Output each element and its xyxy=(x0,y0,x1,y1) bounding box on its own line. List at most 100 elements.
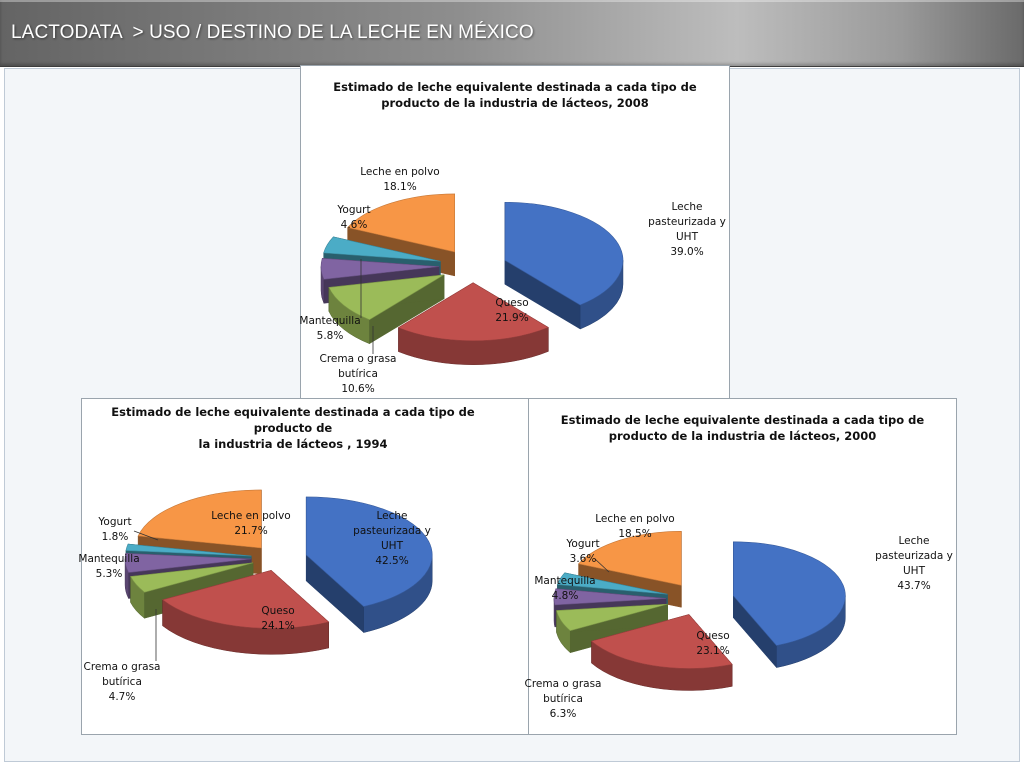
pie-label-layer: Leche pasteurizada y UHT 42.5% Queso 24.1% Cre… xyxy=(78,510,430,703)
pie-top-layer xyxy=(320,193,624,342)
data-label-mantequilla: Mantequilla 5.8% xyxy=(299,315,360,342)
pie-chart-2008: Estimado de leche equivalente destinada … xyxy=(299,65,730,402)
slice-value-label: 5.3% xyxy=(96,568,123,580)
pie-chart-2000: Estimado de leche equivalente destinada … xyxy=(525,398,957,735)
slice-value-label: 10.6% xyxy=(341,383,374,395)
slice-value-label: 4.8% xyxy=(552,590,579,602)
data-label-queso: Queso 24.1% xyxy=(261,605,294,632)
slice-category-label: Crema o grasa xyxy=(84,661,161,673)
slice-value-label: 21.9% xyxy=(495,312,528,324)
pie-slice-crema xyxy=(130,562,254,593)
slice-value-label: 39.0% xyxy=(670,246,703,258)
pie-top-layer xyxy=(553,530,846,669)
pie-slice-yogurt xyxy=(556,572,668,595)
pie-slice-queso xyxy=(590,614,733,669)
data-label-yogurt: Yogurt 1.8% xyxy=(97,516,131,543)
pie-chart-1994: Estimado de leche equivalente destinada … xyxy=(78,398,530,735)
data-label-leche-polvo: Leche en polvo 21.7% xyxy=(211,510,290,537)
data-label-mantequilla: Mantequilla 4.8% xyxy=(534,575,595,602)
pie-slice-queso xyxy=(161,570,330,629)
slice-category-label: pasteurizada y xyxy=(875,550,953,562)
slice-category-label: butírica xyxy=(543,693,583,705)
slice-category-label: Mantequilla xyxy=(78,553,139,565)
chart-title-line: Estimado de leche equivalente destinada … xyxy=(333,80,697,94)
slice-category-label: UHT xyxy=(676,231,699,243)
slice-category-label: Crema o grasa xyxy=(525,678,602,690)
slice-category-label: Mantequilla xyxy=(299,315,360,327)
leader-line-yogurt xyxy=(594,558,610,573)
slice-category-label: Yogurt xyxy=(97,516,131,528)
data-label-crema: Crema o grasa butírica 10.6% xyxy=(320,353,397,395)
slice-value-label: 23.1% xyxy=(696,645,729,657)
chart-title: Estimado de leche equivalente destinada … xyxy=(311,79,719,111)
data-label-queso: Queso 23.1% xyxy=(696,630,729,657)
breadcrumb-separator: > xyxy=(132,22,144,43)
slice-category-label: Queso xyxy=(495,297,528,309)
data-label-crema: Crema o grasa butírica 4.7% xyxy=(84,661,161,703)
slice-value-label: 43.7% xyxy=(897,580,930,592)
pie-plot: Leche pasteurizada y UHT 39.0% Queso 21.9% Cre… xyxy=(299,166,725,395)
slice-category-label: Leche en polvo xyxy=(360,166,439,178)
title-bar: LACTODATA > USO / DESTINO DE LA LECHE EN… xyxy=(0,0,1024,67)
leader-line-yogurt xyxy=(133,530,159,541)
chart-title: Estimado de leche equivalente destinada … xyxy=(90,404,496,452)
slice-category-label: butírica xyxy=(338,368,378,380)
pie-slice-leche-polvo xyxy=(137,489,262,549)
data-label-yogurt: Yogurt 4.6% xyxy=(336,204,370,231)
pie-slice-crema xyxy=(556,603,668,632)
section-name: LACTODATA xyxy=(11,22,122,43)
page-title: LACTODATA > USO / DESTINO DE LA LECHE EN… xyxy=(11,22,534,44)
data-label-leche-polvo: Leche en polvo 18.5% xyxy=(595,513,674,540)
pie-slice-yogurt xyxy=(323,236,441,262)
pie-slice-leche-pasteurizada xyxy=(305,496,433,607)
data-label-crema: Crema o grasa butírica 6.3% xyxy=(525,678,602,720)
slice-category-label: Mantequilla xyxy=(534,575,595,587)
data-label-yogurt: Yogurt 3.6% xyxy=(565,538,599,565)
data-label-leche-polvo: Leche en polvo 18.1% xyxy=(360,166,439,193)
slice-category-label: butírica xyxy=(102,676,142,688)
chart-title-line: Estimado de leche equivalente destinada … xyxy=(560,413,925,427)
pie-slice-mantequilla xyxy=(553,588,667,606)
pie-slice-leche-pasteurizada xyxy=(733,541,846,646)
pie-slice-crema xyxy=(328,274,445,321)
slice-category-label: UHT xyxy=(903,565,926,577)
chart-title-line: producto de la industria de lácteos, 200… xyxy=(608,429,877,443)
slice-value-label: 4.7% xyxy=(109,691,136,703)
slice-category-label: Leche en polvo xyxy=(211,510,290,522)
pie-plot: Leche pasteurizada y UHT 42.5% Queso 24.1% Cre… xyxy=(78,489,433,703)
slice-category-label: Yogurt xyxy=(336,204,370,216)
slice-category-label: Crema o grasa xyxy=(320,353,397,365)
data-label-queso: Queso 21.9% xyxy=(495,297,528,324)
slice-category-label: Queso xyxy=(696,630,729,642)
slice-category-label: UHT xyxy=(381,540,404,552)
slice-value-label: 6.3% xyxy=(550,708,577,720)
slice-category-label: Leche xyxy=(898,535,929,547)
chart-title-line: Estimado de leche equivalente destinada … xyxy=(111,405,475,435)
slice-category-label: Leche xyxy=(376,510,407,522)
data-label-leche-pasteurizada: Leche pasteurizada y UHT 39.0% xyxy=(648,201,726,258)
section-title: USO / DESTINO DE LA LECHE EN MÉXICO xyxy=(149,22,534,43)
slice-value-label: 18.1% xyxy=(383,181,416,193)
chart-title: Estimado de leche equivalente destinada … xyxy=(535,412,950,444)
slice-category-label: pasteurizada y xyxy=(648,216,726,228)
slice-category-label: Leche en polvo xyxy=(595,513,674,525)
slice-category-label: Yogurt xyxy=(565,538,599,550)
slice-value-label: 4.6% xyxy=(341,219,368,231)
chart-title-line: producto de la industria de lácteos, 200… xyxy=(381,96,649,110)
slice-value-label: 21.7% xyxy=(234,525,267,537)
pie-label-layer: Leche pasteurizada y UHT 43.7% Queso 23.1% Cre… xyxy=(525,513,953,720)
slice-value-label: 18.5% xyxy=(618,528,651,540)
pie-slice-mantequilla xyxy=(320,257,440,280)
slice-value-label: 42.5% xyxy=(375,555,408,567)
slice-value-label: 1.8% xyxy=(102,531,129,543)
data-label-leche-pasteurizada: Leche pasteurizada y UHT 43.7% xyxy=(875,535,953,592)
pie-slice-queso xyxy=(397,282,549,342)
slice-value-label: 24.1% xyxy=(261,620,294,632)
pie-top-layer xyxy=(124,489,433,629)
data-label-leche-pasteurizada: Leche pasteurizada y UHT 42.5% xyxy=(353,510,431,567)
chart-title-line: la industria de lácteos , 1994 xyxy=(198,437,388,451)
slice-value-label: 5.8% xyxy=(317,330,344,342)
pie-slice-leche-polvo xyxy=(347,193,455,253)
pie-label-layer: Leche pasteurizada y UHT 39.0% Queso 21.9% Cre… xyxy=(299,166,725,395)
data-label-mantequilla: Mantequilla 5.3% xyxy=(78,553,139,580)
